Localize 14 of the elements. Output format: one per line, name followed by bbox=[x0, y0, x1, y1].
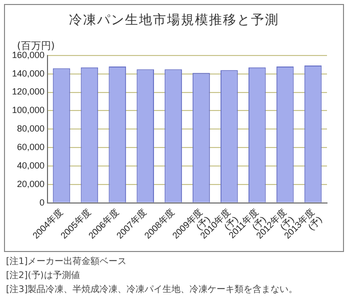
y-tick-label: 120,000 bbox=[12, 86, 45, 97]
text: [注1]メーカー出荷金額ベース bbox=[6, 256, 128, 269]
y-tick-label: 100,000 bbox=[12, 105, 45, 116]
y-axis-title: (百万円) bbox=[17, 40, 55, 52]
y-tick-label: 40,000 bbox=[17, 160, 45, 170]
y-tick-label: 60,000 bbox=[17, 142, 45, 152]
y-tick-label: 20,000 bbox=[17, 178, 45, 189]
y-tick-label: 140,000 bbox=[12, 68, 45, 78]
chart-title: 冷凍パン生地市場規模推移と予測 bbox=[68, 12, 280, 29]
y-tick-label: 80,000 bbox=[17, 124, 45, 134]
text: [注2](予)は予測値 bbox=[6, 270, 81, 283]
y-tick-label: 0 bbox=[40, 197, 45, 208]
text: [注3]製品冷凍、半焼成冷凍、冷凍パイ生地、冷凍ケーキ類を含まない。 bbox=[6, 284, 298, 296]
y-tick-label: 160,000 bbox=[12, 50, 45, 60]
